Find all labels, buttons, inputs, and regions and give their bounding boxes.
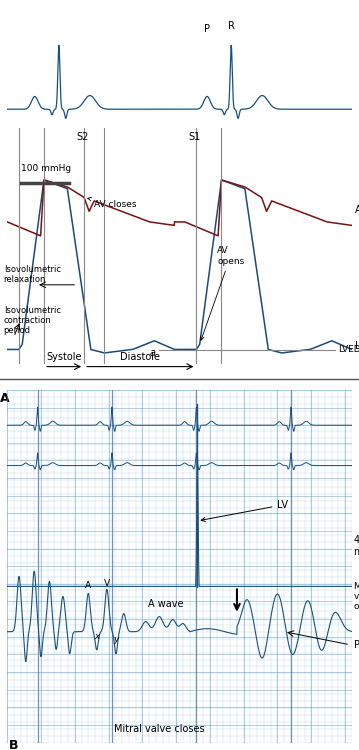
Text: 40
mmHg: 40 mmHg <box>354 536 359 557</box>
Text: B: B <box>9 739 18 750</box>
Text: LVEDP: LVEDP <box>338 345 359 354</box>
Text: R: R <box>228 21 235 32</box>
Text: y: y <box>113 634 119 644</box>
Text: a: a <box>150 348 155 358</box>
Text: Ao: Ao <box>355 205 359 214</box>
Text: A: A <box>0 392 10 405</box>
Text: A: A <box>85 581 91 590</box>
Text: A wave: A wave <box>148 598 184 608</box>
Text: Diastole: Diastole <box>120 352 160 362</box>
Text: AV closes: AV closes <box>88 197 137 209</box>
Text: Isovolumetric
relaxation: Isovolumetric relaxation <box>4 265 61 284</box>
Text: S1: S1 <box>188 132 201 142</box>
Text: LV: LV <box>355 341 359 352</box>
Text: Mitral valve closes: Mitral valve closes <box>114 724 205 734</box>
Text: AV
opens: AV opens <box>201 247 244 340</box>
Text: Isovolumetric
contraction
period: Isovolumetric contraction period <box>4 305 61 335</box>
Text: V: V <box>104 580 110 589</box>
Text: Mitral
valve
opens: Mitral valve opens <box>354 581 359 611</box>
Text: P: P <box>204 24 210 34</box>
Text: S2: S2 <box>76 132 89 142</box>
Text: LV: LV <box>201 500 289 521</box>
Text: x: x <box>94 632 99 640</box>
Text: PCW: PCW <box>354 640 359 650</box>
Text: 100 mmHg: 100 mmHg <box>21 164 71 172</box>
Text: Systole: Systole <box>46 352 82 362</box>
